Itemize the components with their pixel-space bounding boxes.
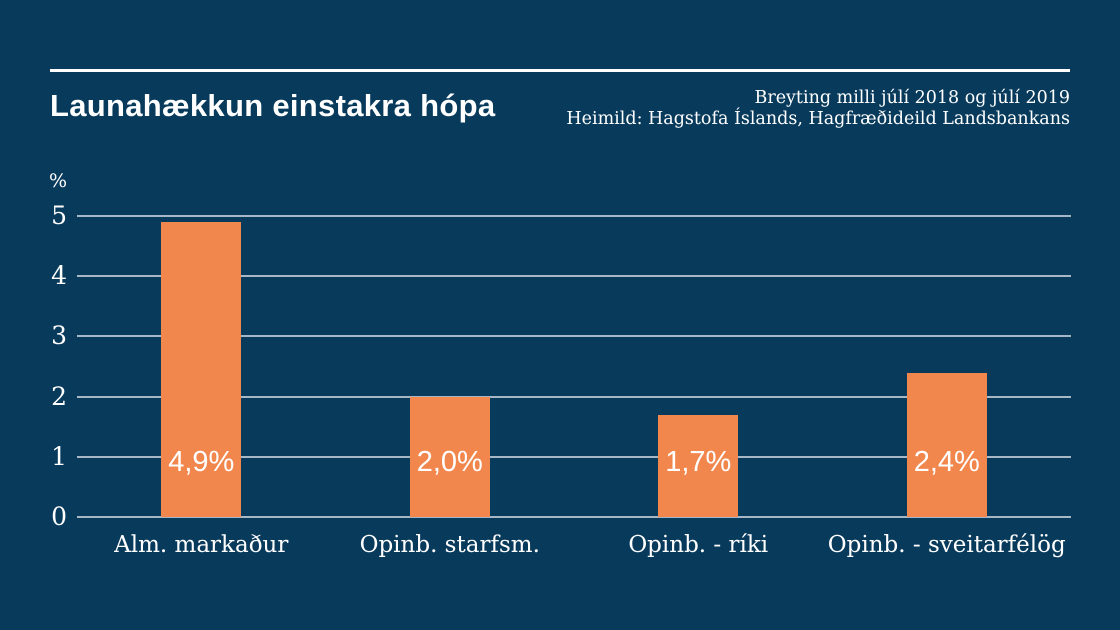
x-category-label: Opinb. - ríki [628,532,769,558]
subtitle-period-line: Breyting milli júlí 2018 og júlí 2019 [754,88,1070,108]
gridline-5 [77,215,1071,217]
y-axis-unit-label: % [49,170,68,192]
bar-1: 4,9% [161,222,242,517]
y-tick-label-5: 5 [51,201,67,230]
bar-value-label: 2,4% [913,445,980,478]
x-category-label: Alm. markaður [114,532,289,558]
gridline-0 [77,516,1071,518]
gridline-1 [77,455,1071,458]
gridline-2 [77,395,1071,398]
header-rule [50,69,1070,72]
y-tick-label-1: 1 [51,441,67,471]
chart-title: Launahækkun einstakra hópa [50,88,496,123]
bar-2: 2,0% [409,396,490,517]
y-tick-label-3: 3 [51,321,67,351]
bar-value-label: 1,7% [665,445,732,478]
bar-value-label: 4,9% [168,445,235,478]
subtitle-source-line: Heimild: Hagstofa Íslands, Hagfræðideild… [566,109,1070,129]
x-category-label: Opinb. starfsm. [359,532,540,558]
bar-3: 1,7% [658,414,739,517]
y-tick-label-0: 0 [51,502,67,531]
chart-subtitle: Breyting milli júlí 2018 og júlí 2019 He… [566,88,1070,130]
gridline-3 [77,335,1071,338]
y-tick-label-4: 4 [51,261,67,291]
bar-value-label: 2,0% [416,445,483,478]
bar-4: 2,4% [906,372,987,517]
y-tick-label-2: 2 [51,381,67,411]
gridline-4 [77,275,1071,278]
x-category-label: Opinb. - sveitarfélög [827,532,1066,558]
